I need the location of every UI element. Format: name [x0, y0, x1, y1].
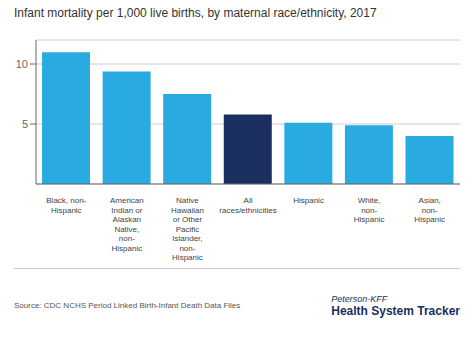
html-text:Infant mortality per 1,000 liv: Infant mortality per 1,000 live births, …	[14, 6, 377, 20]
html-text:Source: CDC NCHS Period Linked: Source: CDC NCHS Period Linked Birth-Inf…	[14, 301, 241, 310]
svg-text:10: 10	[16, 58, 28, 70]
svg-text:Asian,non-Hispanic: Asian,non-Hispanic	[414, 196, 445, 224]
html-text:Peterson-KFF: Peterson-KFF	[331, 293, 388, 304]
svg-text:5: 5	[22, 118, 28, 130]
svg-text:Allraces/ethnicities: Allraces/ethnicities	[219, 196, 276, 215]
svg-text:NativeHawaiianor OtherPacificI: NativeHawaiianor OtherPacificIslander,no…	[171, 196, 204, 262]
html-text:Health System Tracker: Health System Tracker	[331, 303, 460, 318]
svg-text:Black, non-Hispanic: Black, non-Hispanic	[46, 196, 86, 215]
svg-text:White,non-Hispanic: White,non-Hispanic	[354, 196, 385, 224]
svg-text:Hispanic: Hispanic	[293, 196, 324, 205]
svg-text:AmericanIndian orAlaskanNative: AmericanIndian orAlaskanNative,non-Hispa…	[110, 196, 144, 253]
